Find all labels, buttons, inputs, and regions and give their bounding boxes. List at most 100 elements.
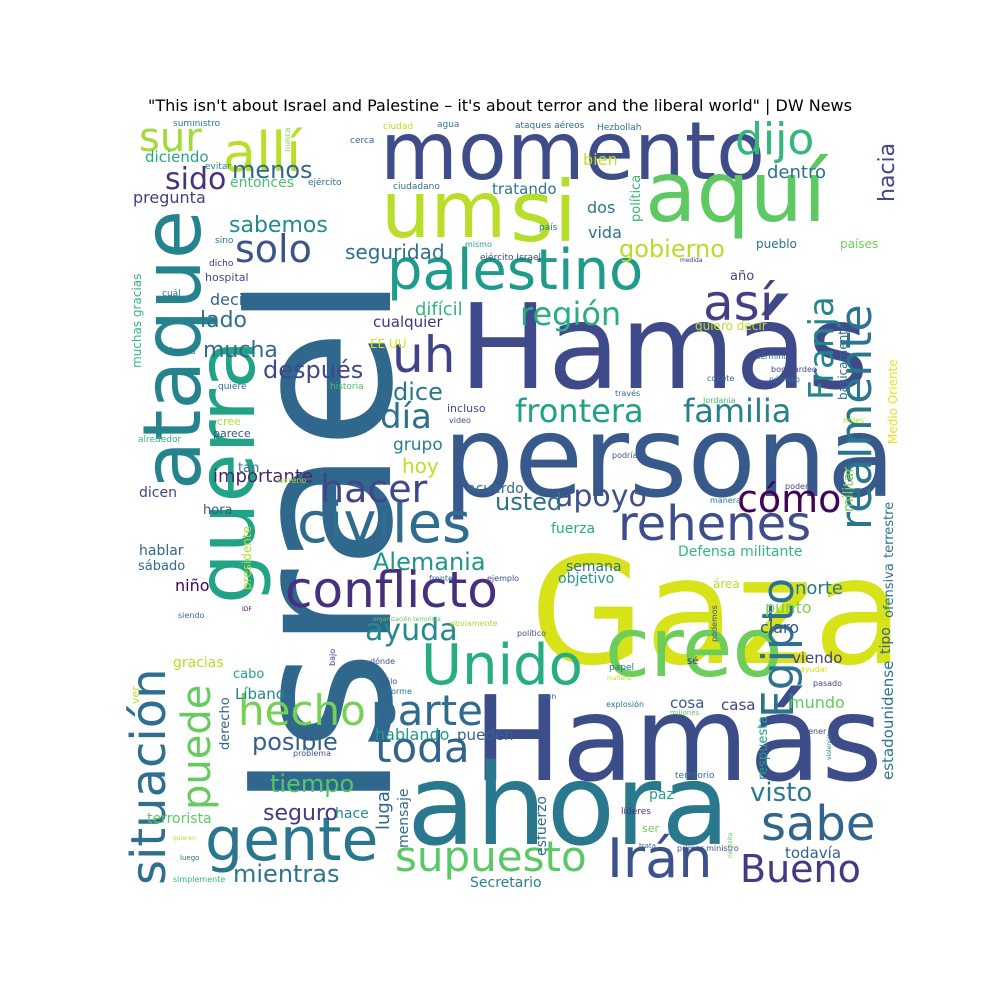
word-problema: problema <box>293 749 332 758</box>
word-gran: gran <box>538 692 557 701</box>
word-necesita: necesita <box>727 832 734 858</box>
word-sabe: sabe <box>761 796 876 852</box>
word-tener: tener <box>805 727 827 736</box>
word-politica: política <box>629 174 644 222</box>
word-fuerza: fuerza <box>551 521 596 537</box>
word-area: área <box>713 577 740 591</box>
word-alrededor: alrededor <box>138 435 182 445</box>
word-palestino: palestino <box>387 238 644 303</box>
word-ee-uu: EE UU <box>370 337 407 351</box>
word-violencia: violencia <box>826 733 833 760</box>
word-apoyo: apoyo <box>555 479 647 514</box>
word-sido: sido <box>165 162 227 197</box>
word-papel: papel <box>609 663 634 673</box>
word-militar: militar <box>841 466 857 512</box>
word-cloud: Israel Gaza Hamás Hamás persona ahora gu… <box>125 120 900 895</box>
word-dia: día <box>380 397 432 437</box>
word-solo-small: sólo <box>381 677 398 686</box>
word-siendo: siendo <box>178 611 205 620</box>
word-persona: persona <box>443 393 896 523</box>
word-terrorista: terrorista <box>147 811 212 827</box>
word-manera: manera <box>710 496 741 505</box>
word-donde: dónde <box>370 657 396 666</box>
word-hospital: hospital <box>205 271 249 284</box>
word-dice: dice <box>393 378 443 406</box>
word-objetivo: objetivo <box>558 571 615 587</box>
word-derecho: derecho <box>218 697 233 750</box>
word-medio-oriente: Medio Oriente <box>886 359 900 444</box>
word-gaza: Gaza <box>530 526 900 698</box>
word-traves: través <box>615 389 641 398</box>
word-hablar: hablar <box>139 543 184 559</box>
word-parece: parece <box>213 427 251 440</box>
word-frontera: frontera <box>515 392 644 430</box>
word-dos: dos <box>587 198 616 217</box>
word-hablando: hablando <box>375 725 450 744</box>
word-se: sé <box>687 656 699 667</box>
word-viendo: viendo <box>792 649 843 667</box>
word-hamas-lower: Hamás <box>473 670 883 808</box>
word-toda: toda <box>375 723 470 772</box>
word-gobierno: gobierno <box>619 235 725 263</box>
word-defensa-militante: Defensa militante <box>678 544 803 560</box>
word-hecho: hecho <box>238 686 366 735</box>
word-ciudadano: ciudadano <box>393 182 440 192</box>
word-agua: agua <box>437 120 460 130</box>
word-terreno: terreno <box>277 476 307 485</box>
word-poder: poder <box>785 482 809 491</box>
word-organizacion-terrorista: organización terrorista <box>373 616 441 623</box>
word-historia: historia <box>330 382 364 392</box>
word-conflicto: conflicto <box>285 561 498 619</box>
word-primer-ministro: primer ministro <box>677 844 739 853</box>
word-luego: luego <box>180 854 200 862</box>
word-simplemente: simplemente <box>173 875 226 884</box>
word-ser: ser <box>642 822 660 835</box>
word-jordania: Jordania <box>703 396 736 405</box>
word-sino: sino <box>215 236 234 246</box>
word-ayuda: ayuda <box>365 613 458 648</box>
word-evitar: evitar <box>205 162 232 172</box>
word-como: cómo <box>737 477 842 521</box>
word-hamas-upper: Hamás <box>459 278 869 416</box>
word-tratar: tratar <box>768 437 777 460</box>
word-ciudad: ciudad <box>383 122 414 132</box>
word-lugar: lugar <box>373 783 394 830</box>
word-medida: medida <box>680 257 703 264</box>
word-forma: forma <box>169 347 196 357</box>
word-solo: solo <box>235 227 312 271</box>
word-obviamente: obviamente <box>450 619 498 628</box>
word-hoy: hoy <box>402 454 439 478</box>
word-creo: creo <box>605 601 783 696</box>
word-video: video <box>449 416 471 425</box>
word-region: región <box>520 295 622 333</box>
word-cerca: cerca <box>350 136 375 146</box>
word-familia: familia <box>683 392 792 430</box>
word-sur: sur <box>139 120 202 161</box>
word-hacer: hacer <box>320 467 428 511</box>
word-um: um <box>381 166 507 256</box>
word-pasado: pasado <box>813 679 843 688</box>
word-posible: posible <box>252 728 338 756</box>
word-iran: Irán <box>607 827 713 890</box>
word-punto: punto <box>765 598 812 617</box>
word-basicamente: básicamente <box>836 322 850 400</box>
word-suministro: suministro <box>173 120 221 129</box>
word-numero: número <box>769 375 800 384</box>
word-uh: uh <box>392 326 456 384</box>
word-territorio: territorio <box>675 771 715 781</box>
word-quieren: quieren <box>173 835 196 842</box>
word-alli: allí <box>223 121 302 184</box>
word-despues: después <box>263 356 364 384</box>
word-gente: gente <box>205 805 379 875</box>
word-mucha: mucha <box>203 338 278 363</box>
word-mundo: mundo <box>789 693 845 712</box>
word-podria: podría <box>612 451 638 460</box>
word-quiere: quiere <box>218 382 247 392</box>
word-ayudar: ayudar <box>800 665 828 674</box>
word-dentro: dentro <box>767 162 826 183</box>
word-podemos: podemos <box>710 605 719 642</box>
word-miles: miles <box>843 416 865 425</box>
word-pueden: pueden <box>457 726 514 744</box>
word-ejercito: ejército <box>308 178 342 188</box>
word-dijo: dijo <box>735 120 815 165</box>
